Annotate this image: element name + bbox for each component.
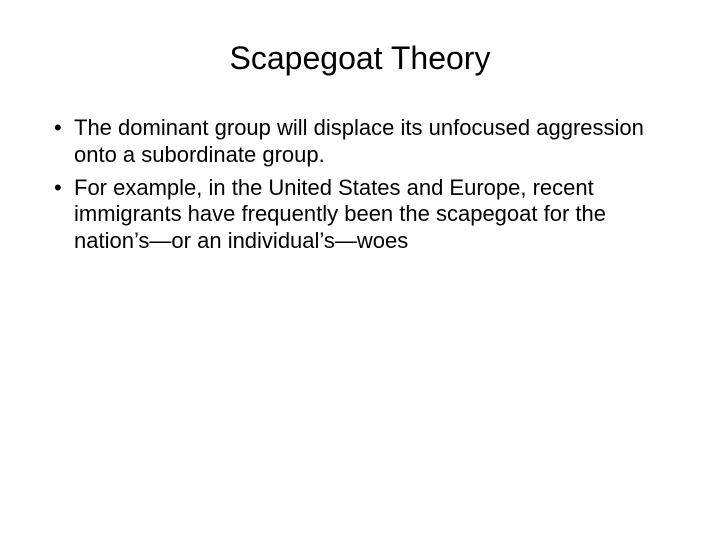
slide: Scapegoat Theory The dominant group will… — [0, 0, 720, 540]
bullet-item: For example, in the United States and Eu… — [54, 175, 670, 255]
bullet-list: The dominant group will displace its unf… — [54, 115, 670, 255]
slide-title: Scapegoat Theory — [50, 40, 670, 77]
bullet-item: The dominant group will displace its unf… — [54, 115, 670, 169]
